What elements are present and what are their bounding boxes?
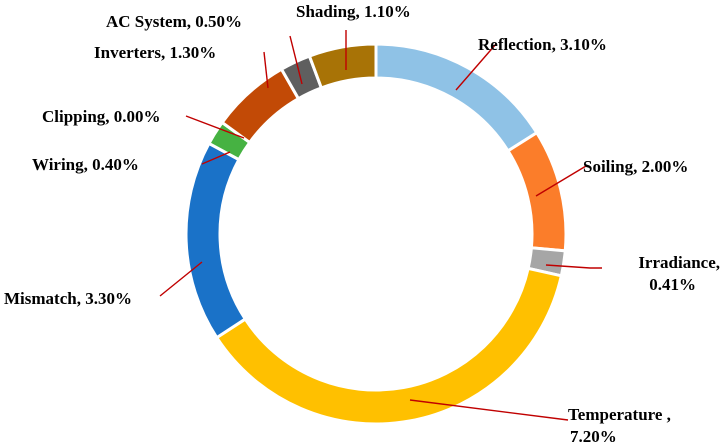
data-label-reflection: Reflection, 3.10%	[478, 35, 607, 54]
leader-line-temperature	[409, 399, 569, 421]
leader-line-mismatch	[159, 261, 203, 297]
slice-reflection	[374, 42, 539, 153]
leader-lines	[159, 30, 602, 421]
data-label-mismatch: Mismatch, 3.30%	[4, 289, 132, 308]
data-labels: Reflection, 3.10% Soiling, 2.00% Irradianc…	[4, 2, 720, 446]
data-label-temperature: Temperature , 7.20%	[568, 405, 671, 446]
data-label-soiling: Soiling, 2.00%	[583, 157, 688, 176]
data-label-irradiance: Irradiance, 0.41%	[638, 253, 720, 294]
data-label-shading: Shading, 1.10%	[296, 2, 411, 21]
leader-line-soiling	[535, 165, 587, 197]
slice-shading	[307, 42, 378, 90]
leader-line-inverters	[263, 51, 269, 89]
slice-temperature	[214, 266, 564, 426]
slice-mismatch	[184, 141, 248, 340]
leader-line-clipping	[185, 115, 245, 139]
data-label-ac-system: AC System, 0.50%	[106, 12, 242, 31]
leader-line-ac-system	[289, 35, 303, 85]
leader-line-wiring	[201, 151, 231, 165]
data-label-wiring: Wiring, 0.40%	[32, 155, 139, 174]
data-label-clipping: Clipping, 0.00%	[42, 107, 161, 126]
leader-line-reflection	[455, 43, 497, 91]
leader-line-irradiance	[545, 264, 602, 269]
doughnut-slices	[184, 42, 568, 426]
data-label-inverters: Inverters, 1.30%	[94, 43, 216, 62]
slice-soiling	[505, 130, 568, 253]
